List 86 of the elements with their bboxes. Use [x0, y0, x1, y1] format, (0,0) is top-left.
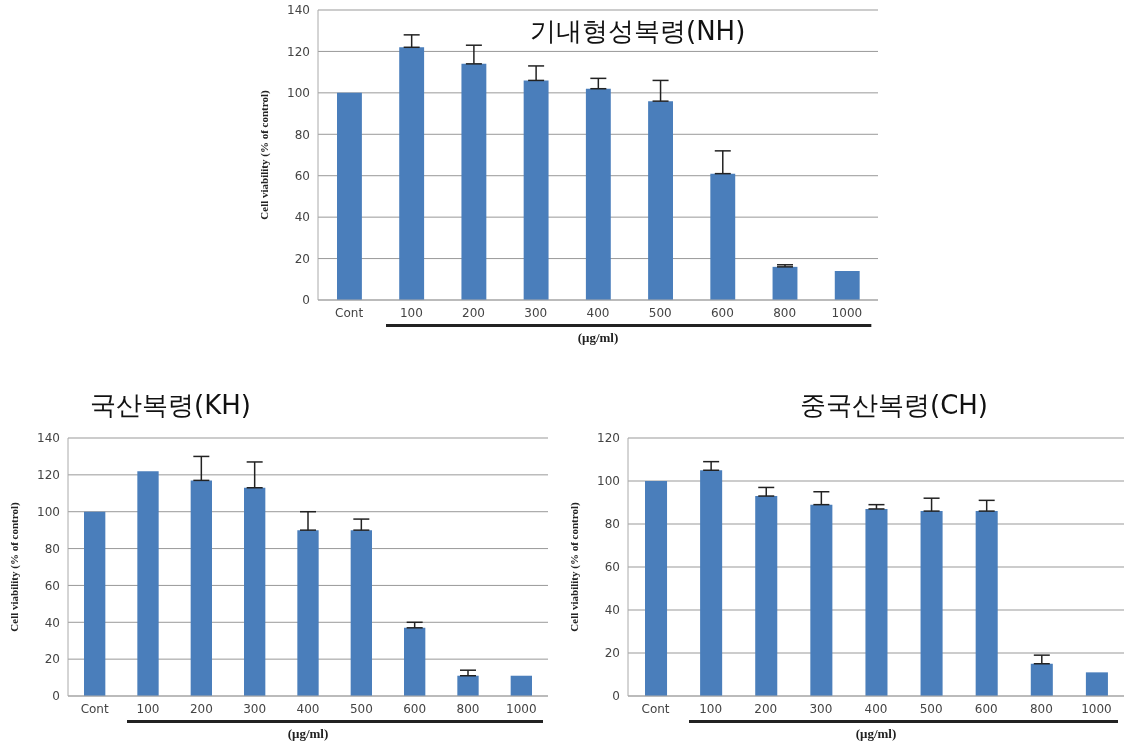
y-tick-label: 60 — [604, 560, 620, 575]
y-tick-label: 60 — [294, 168, 310, 183]
bar — [755, 496, 778, 696]
x-tick-label: 200 — [462, 305, 486, 320]
bar — [190, 480, 212, 696]
y-axis-title: Cell viability (% of control) — [257, 90, 271, 220]
bar — [461, 63, 487, 300]
x-tick-label: 1000 — [1081, 701, 1112, 716]
x-tick-label: 100 — [399, 305, 423, 320]
x-tick-label: 500 — [648, 305, 672, 320]
x-tick-label: 800 — [1029, 701, 1053, 716]
x-tick-label: 500 — [349, 701, 373, 716]
x-tick-label: Cont — [80, 701, 109, 716]
bar — [337, 92, 362, 300]
x-axis-title: (μg/ml) — [287, 726, 329, 741]
x-tick-label: 200 — [189, 701, 213, 716]
y-tick-label: 120 — [37, 468, 60, 483]
chart-title: 중국산복령(CH) — [800, 389, 988, 422]
x-tick-label: 800 — [773, 305, 797, 320]
bar — [84, 511, 106, 696]
chart-title: 기내형성복령(NH) — [530, 15, 746, 48]
y-tick-label: 20 — [44, 652, 60, 667]
bar — [404, 627, 426, 696]
y-tick-label: 0 — [52, 689, 60, 704]
bar — [1030, 663, 1053, 696]
x-tick-label: 500 — [919, 701, 943, 716]
x-tick-label: 300 — [524, 305, 548, 320]
y-tick-label: 120 — [287, 44, 310, 59]
y-tick-label: 100 — [597, 474, 620, 489]
bar — [1085, 672, 1108, 696]
x-tick-label: 300 — [809, 701, 833, 716]
x-tick-label: 100 — [699, 701, 723, 716]
bar — [510, 675, 532, 696]
x-axis-title: (μg/ml) — [577, 330, 619, 345]
bar — [399, 47, 425, 300]
x-tick-label: 200 — [754, 701, 778, 716]
x-tick-label: 1000 — [831, 305, 863, 320]
bar — [772, 266, 798, 300]
x-axis-title: (μg/ml) — [855, 726, 897, 741]
bar — [920, 511, 943, 696]
x-tick-label: 600 — [403, 701, 427, 716]
y-axis-title: Cell viability (% of control) — [7, 502, 21, 632]
y-tick-label: 20 — [604, 646, 620, 661]
bar — [700, 470, 723, 696]
y-tick-label: 120 — [597, 431, 620, 446]
y-tick-label: 40 — [294, 210, 310, 225]
y-tick-label: 0 — [612, 689, 620, 704]
y-tick-label: 0 — [302, 293, 310, 308]
bar — [350, 530, 372, 696]
y-tick-label: 100 — [37, 504, 60, 519]
x-tick-label: 800 — [456, 701, 480, 716]
y-tick-label: 40 — [44, 615, 60, 630]
chart-title: 국산복령(KH) — [90, 389, 251, 422]
y-tick-label: 100 — [287, 86, 310, 101]
y-tick-label: 80 — [604, 517, 620, 532]
y-tick-label: 80 — [294, 127, 310, 142]
bar — [244, 487, 266, 696]
bar — [585, 88, 611, 300]
y-tick-label: 80 — [44, 541, 60, 556]
x-tick-label: 400 — [864, 701, 888, 716]
x-tick-label: 400 — [586, 305, 610, 320]
x-tick-label: Cont — [335, 305, 364, 320]
y-tick-label: 60 — [44, 578, 60, 593]
bar — [137, 471, 159, 696]
y-tick-label: 20 — [294, 251, 310, 266]
bar — [648, 101, 673, 300]
x-tick-label: 600 — [710, 305, 734, 320]
x-tick-label: 600 — [974, 701, 998, 716]
bar — [523, 80, 549, 300]
y-tick-label: 40 — [604, 603, 620, 618]
bar — [865, 508, 888, 696]
x-tick-label: 400 — [296, 701, 320, 716]
bar — [645, 481, 668, 696]
bar — [975, 511, 998, 696]
bar — [834, 271, 860, 300]
bar — [297, 530, 319, 696]
x-tick-label: Cont — [641, 701, 670, 716]
x-tick-label: 300 — [243, 701, 267, 716]
y-tick-label: 140 — [287, 3, 310, 18]
bar — [457, 675, 479, 696]
y-tick-label: 140 — [37, 431, 60, 446]
x-tick-label: 1000 — [506, 701, 537, 716]
x-tick-label: 100 — [136, 701, 160, 716]
y-axis-title: Cell viability (% of control) — [567, 502, 581, 632]
bar — [810, 504, 833, 696]
bar — [710, 173, 736, 300]
